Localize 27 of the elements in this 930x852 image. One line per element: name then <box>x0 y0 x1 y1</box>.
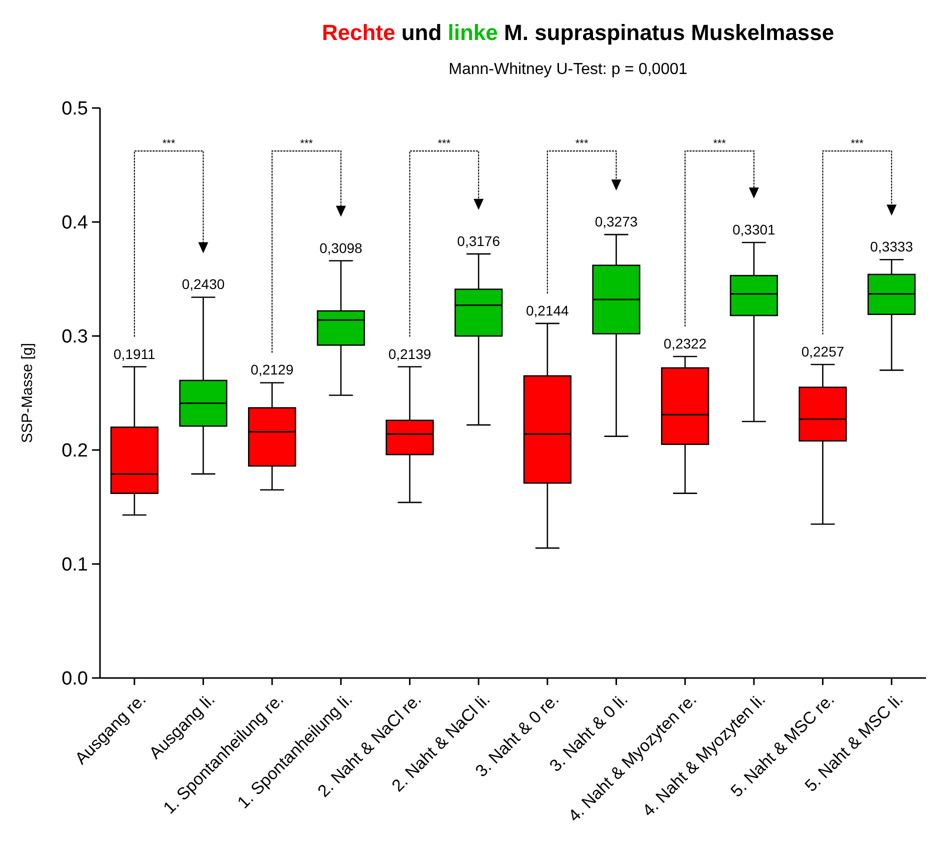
annotation: *** <box>575 138 589 150</box>
annotation: *** <box>713 138 727 150</box>
text: 0,1911 <box>114 346 156 362</box>
annotation: *** <box>438 138 452 150</box>
annotation: *** <box>300 138 314 150</box>
text: 0,3098 <box>320 240 362 256</box>
y-tick-label: 0.1 <box>62 554 88 576</box>
text: 0,3301 <box>732 222 776 238</box>
y-tick-label: 0.5 <box>62 98 88 120</box>
chart-subtitle: Mann-Whitney U-Test: p = 0,0001 <box>448 61 688 78</box>
text: 0,2257 <box>801 344 844 360</box>
text: 0,3273 <box>594 214 638 230</box>
text: 0,3333 <box>870 238 913 255</box>
text: 0,2129 <box>250 362 294 378</box>
y-tick-label: 0.3 <box>62 326 88 348</box>
annotation: *** <box>850 138 864 150</box>
text: 0,3176 <box>457 232 500 249</box>
annotation: *** <box>162 138 176 150</box>
text: 0,2322 <box>664 336 706 352</box>
chart-title: Rechte und linke M. supraspinatus Muskelmasse <box>322 20 834 45</box>
y-tick-label: 0.2 <box>62 440 88 462</box>
y-axis-title: SSP-Masse [g] <box>19 342 36 444</box>
text: 0,2139 <box>388 346 432 362</box>
y-tick-label: 0.0 <box>62 668 88 690</box>
text: 0,2144 <box>526 302 569 318</box>
text: 0,2430 <box>182 276 225 292</box>
y-tick-label: 0.4 <box>62 212 88 234</box>
